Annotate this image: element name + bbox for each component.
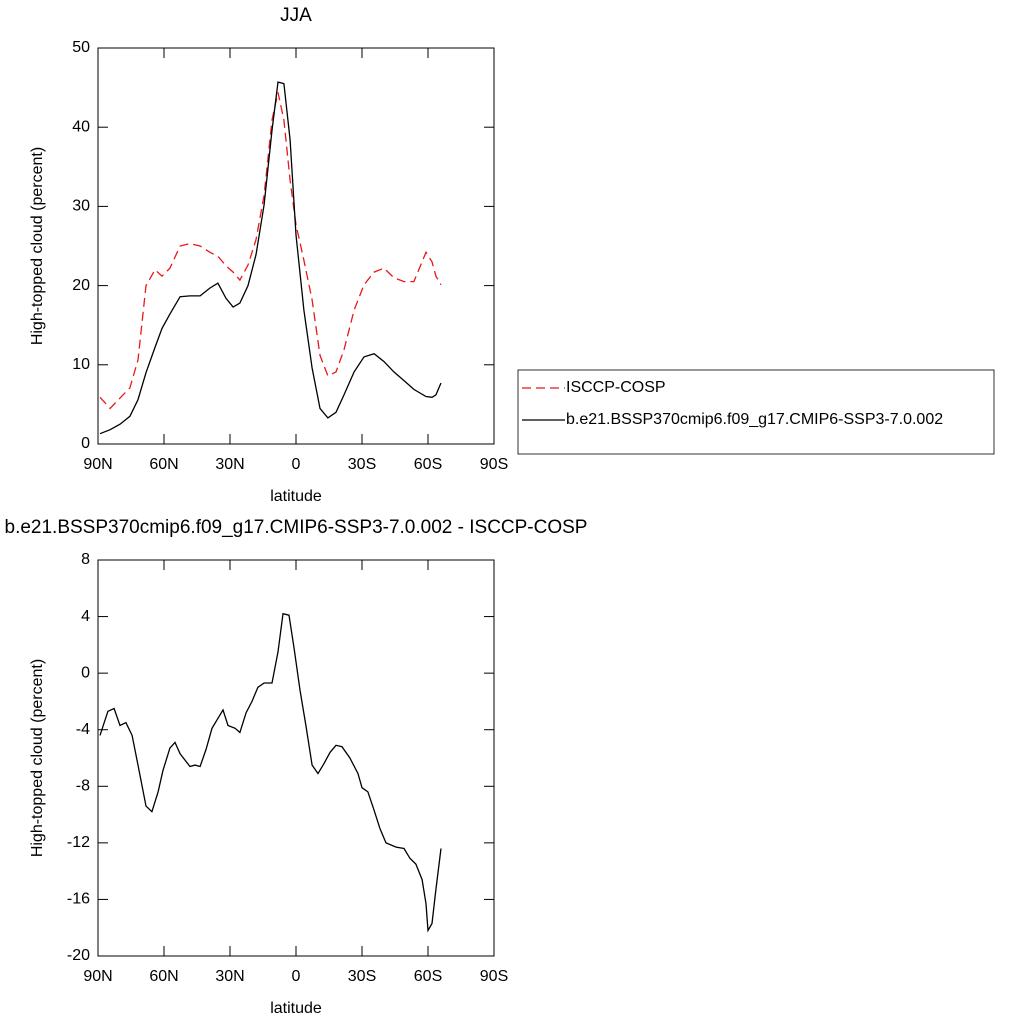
- plot-frame: [97, 47, 495, 445]
- y-tick-label: 30: [72, 198, 90, 215]
- x-tick-label: 30S: [348, 968, 376, 985]
- x-tick-label: 90S: [480, 456, 508, 473]
- y-axis-label: High-topped cloud (percent): [29, 147, 46, 345]
- y-tick-label: 0: [81, 664, 90, 681]
- x-tick-label: 30S: [348, 456, 376, 473]
- legend-label: ISCCP-COSP: [566, 379, 666, 396]
- chart-title: b.e21.BSSP370cmip6.f09_g17.CMIP6-SSP3-7.…: [5, 517, 588, 538]
- y-tick-label: -12: [67, 834, 90, 851]
- y-tick-label: 20: [72, 277, 90, 294]
- y-tick-label: 0: [81, 435, 90, 452]
- x-tick-label: 30N: [215, 968, 244, 985]
- y-tick-label: -8: [76, 778, 90, 795]
- y-axis-label: High-topped cloud (percent): [29, 659, 46, 857]
- y-tick-label: -20: [67, 947, 90, 964]
- legend-label: b.e21.BSSP370cmip6.f09_g17.CMIP6-SSP3-7.…: [566, 411, 943, 428]
- x-tick-label: 60N: [149, 456, 178, 473]
- x-tick-label: 90N: [83, 456, 112, 473]
- x-axis-label: latitude: [270, 1000, 322, 1017]
- y-tick-label: 40: [72, 118, 90, 135]
- x-tick-label: 0: [292, 456, 301, 473]
- x-tick-label: 90S: [480, 968, 508, 985]
- x-tick-label: 60S: [414, 968, 442, 985]
- y-tick-label: -4: [76, 721, 90, 738]
- data-line: [99, 612, 442, 933]
- x-tick-label: 90N: [83, 968, 112, 985]
- x-tick-label: 0: [292, 968, 301, 985]
- chart-title: JJA: [280, 5, 312, 26]
- legend-box: [517, 369, 995, 455]
- y-tick-label: -16: [67, 891, 90, 908]
- x-axis-label: latitude: [270, 488, 322, 505]
- y-tick-label: 8: [81, 551, 90, 568]
- y-tick-label: 10: [72, 356, 90, 373]
- x-tick-label: 60S: [414, 456, 442, 473]
- y-tick-label: 4: [81, 608, 90, 625]
- x-tick-label: 30N: [215, 456, 244, 473]
- y-tick-label: 50: [72, 39, 90, 56]
- x-tick-label: 60N: [149, 968, 178, 985]
- data-line: [99, 81, 442, 435]
